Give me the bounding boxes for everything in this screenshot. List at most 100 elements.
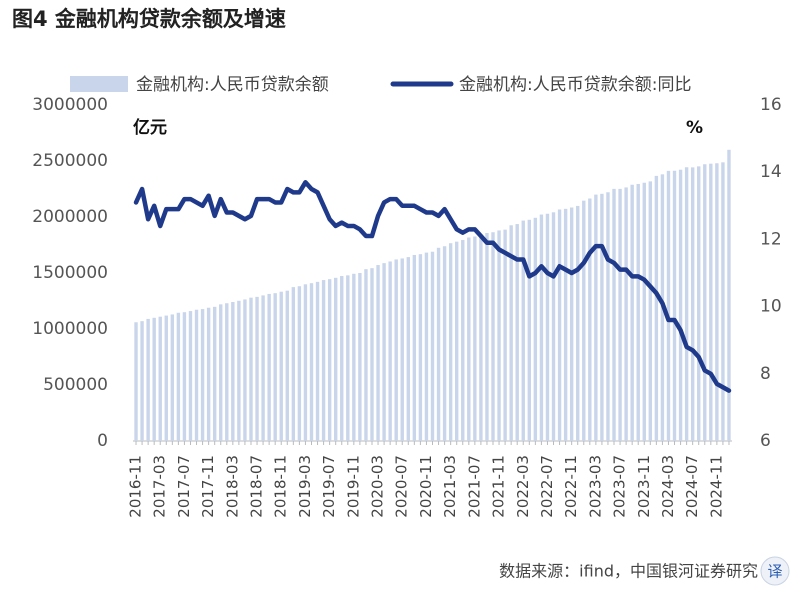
x-tick-label: 2023-03	[586, 455, 604, 518]
bar	[630, 184, 634, 441]
bar	[709, 163, 713, 442]
x-tick-label: 2019-11	[344, 455, 362, 518]
bar	[352, 273, 356, 441]
bar	[382, 263, 386, 441]
x-tick-label: 2019-07	[320, 455, 338, 518]
x-tick-label: 2024-11	[707, 455, 725, 518]
bar	[152, 317, 156, 441]
bar	[243, 299, 247, 441]
bar	[594, 194, 598, 441]
bar	[333, 277, 338, 441]
bar	[267, 293, 271, 441]
bar	[436, 247, 441, 441]
bar	[600, 193, 604, 441]
x-tick-label: 2023-07	[611, 455, 629, 518]
bar	[533, 217, 538, 441]
y-tick-label: 1000000	[32, 319, 108, 339]
bar	[309, 283, 314, 441]
y-tick-label: 2500000	[32, 151, 108, 171]
bar	[491, 232, 495, 441]
bar	[672, 170, 677, 441]
x-tick-label: 2017-03	[151, 455, 169, 518]
bar	[485, 233, 489, 441]
bar	[497, 230, 501, 441]
x-tick-label: 2020-11	[417, 455, 435, 518]
bar	[467, 237, 471, 441]
bar	[412, 254, 417, 441]
bar	[194, 309, 199, 441]
x-tick-label: 2017-11	[199, 455, 217, 518]
bar	[715, 163, 719, 442]
x-tick-label: 2021-11	[490, 455, 508, 518]
bar	[455, 241, 459, 441]
y2-tick-label: 14	[760, 162, 782, 182]
y-tick-label: 1500000	[32, 263, 108, 283]
x-tick-label: 2024-07	[683, 455, 701, 518]
x-tick-label: 2023-11	[635, 455, 653, 518]
y-tick-label: 2000000	[32, 207, 108, 227]
bar	[588, 198, 592, 441]
bar	[182, 312, 187, 441]
bar	[479, 234, 483, 441]
bar	[364, 269, 368, 441]
bar	[654, 175, 659, 441]
bar	[291, 287, 296, 441]
bar	[648, 181, 653, 441]
bar	[231, 302, 235, 441]
bar	[461, 239, 465, 441]
x-tick-label: 2022-03	[514, 455, 532, 518]
bar	[376, 265, 380, 441]
bar	[249, 297, 253, 441]
bar	[624, 187, 628, 441]
bar	[327, 279, 332, 441]
bar	[261, 295, 265, 441]
bar	[346, 275, 350, 441]
bar	[394, 259, 398, 441]
bar	[188, 311, 193, 441]
bar	[200, 309, 205, 441]
y2-unit: %	[686, 118, 703, 138]
x-tick-label: 2018-07	[248, 455, 266, 518]
bar	[703, 164, 707, 442]
bar	[666, 170, 671, 441]
bar	[448, 243, 453, 441]
bar	[503, 229, 507, 441]
bar	[521, 220, 525, 441]
x-tick-label: 2022-07	[538, 455, 556, 518]
bar	[303, 284, 308, 441]
bar	[418, 254, 423, 441]
y2-tick-label: 6	[760, 431, 771, 451]
y-unit: 亿元	[133, 117, 167, 138]
bar	[727, 149, 731, 442]
bar	[146, 318, 150, 441]
bar	[442, 246, 447, 441]
bar	[551, 212, 556, 441]
bar	[273, 293, 277, 441]
chart-title: 图4 金融机构贷款余额及增速	[12, 7, 286, 31]
x-tick-label: 2020-03	[369, 455, 387, 518]
source-note: 数据来源：ifind，中国银河证券研究	[499, 562, 758, 581]
translate-button[interactable]	[760, 556, 790, 586]
bar	[134, 322, 138, 441]
x-tick-label: 2016-11	[127, 455, 145, 518]
y-tick-label: 500000	[43, 375, 108, 395]
x-tick-label: 2021-03	[441, 455, 459, 518]
bar	[557, 209, 562, 441]
legend-label: 金融机构:人民币贷款余额	[136, 75, 329, 95]
bar	[545, 213, 550, 441]
bar	[237, 300, 241, 441]
bar	[358, 273, 362, 441]
bar	[678, 169, 683, 441]
bar	[697, 166, 701, 441]
bar	[684, 167, 689, 441]
bar	[406, 257, 410, 441]
bar	[430, 251, 435, 441]
bar	[636, 183, 640, 441]
translate-label[interactable]: 译	[767, 563, 782, 581]
bar	[158, 316, 162, 441]
bar	[424, 252, 429, 441]
bar	[212, 306, 217, 441]
bar	[370, 268, 374, 441]
bar	[321, 280, 326, 441]
